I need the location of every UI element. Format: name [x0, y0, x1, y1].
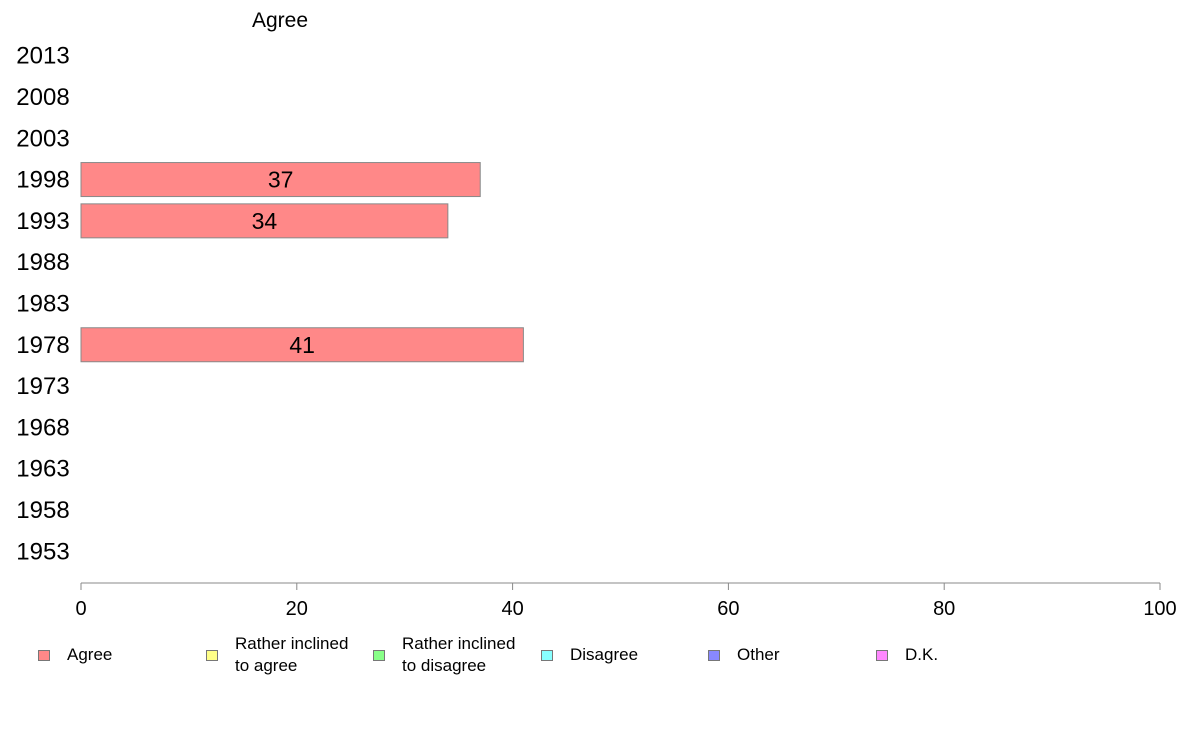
legend-swatch [38, 649, 50, 661]
legend-label: Disagree [570, 645, 639, 664]
y-tick-label: 1963 [16, 456, 69, 483]
legend-item: D.K. [876, 632, 938, 678]
bars: 37 34 41 [80, 162, 524, 363]
y-tick-label: 1978 [16, 332, 69, 359]
y-tick-label: 1973 [16, 373, 69, 400]
data-label-1978: 41 [289, 332, 315, 358]
bar-1993 [80, 203, 449, 239]
x-tick-label: 60 [717, 598, 739, 620]
legend-label: D.K. [905, 645, 939, 664]
legend-label: Other [737, 645, 780, 664]
y-tick-label: 1988 [16, 249, 69, 276]
x-axis: 0 20 40 60 80 100 [75, 582, 1177, 620]
chart-title: Agree [252, 9, 308, 32]
legend: Agree Rather inclined to agree Rather incl… [38, 632, 1178, 682]
y-tick-label: 1998 [16, 167, 69, 194]
x-tick-label: 100 [1143, 598, 1176, 620]
y-axis-labels: 2013 2008 2003 1998 1993 1988 1983 1978 1973 1968… [16, 43, 69, 566]
legend-swatch [541, 649, 553, 661]
legend-item: Other [708, 632, 780, 678]
legend-item: Disagree [541, 632, 638, 678]
y-tick-label: 2003 [16, 125, 69, 152]
legend-item: Agree [38, 632, 112, 678]
legend-item: Rather inclined to disagree [373, 632, 515, 678]
y-tick-label: 1993 [16, 208, 69, 235]
legend-swatch [876, 649, 888, 661]
legend-swatch [206, 649, 218, 661]
legend-item: Rather inclined to agree [206, 632, 348, 678]
y-tick-label: 1953 [16, 538, 69, 565]
legend-swatch [708, 649, 720, 661]
legend-label: Agree [67, 645, 113, 664]
bar-1978 [80, 327, 524, 363]
x-tick-label: 0 [75, 598, 86, 620]
y-tick-label: 1968 [16, 414, 69, 441]
legend-label: Rather inclined to agree [235, 634, 349, 675]
x-tick-label: 80 [933, 598, 955, 620]
data-label-1998: 37 [268, 167, 294, 193]
data-label-1993: 34 [252, 208, 278, 234]
y-tick-label: 2013 [16, 43, 69, 70]
y-tick-label: 1958 [16, 497, 69, 524]
bar-chart: Agree 2013 2008 2003 1998 1993 1988 1983 1978 19… [16, 9, 1177, 620]
y-tick-label: 1983 [16, 290, 69, 317]
legend-swatch [373, 649, 385, 661]
x-tick-label: 40 [501, 598, 523, 620]
bar-1998 [80, 162, 481, 198]
legend-label: Rather inclined to disagree [402, 634, 516, 675]
x-tick-label: 20 [286, 598, 308, 620]
y-tick-label: 2008 [16, 84, 69, 111]
